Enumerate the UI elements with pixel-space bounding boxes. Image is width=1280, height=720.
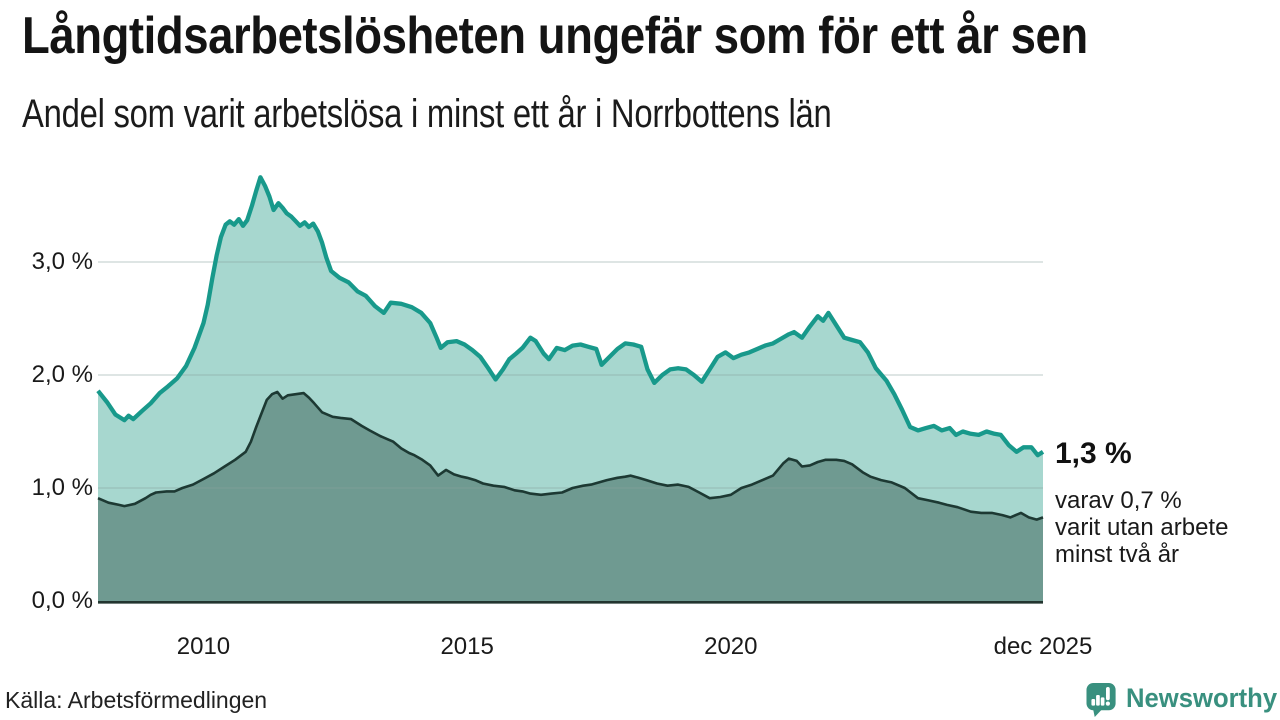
newsworthy-logo: Newsworthy [1086, 682, 1280, 720]
latest-value-label: 1,3 % [1055, 437, 1132, 470]
annotation-detail-line: varav 0,7 % [1055, 487, 1182, 514]
line-one-year [96, 175, 1045, 458]
y-tick-label: 0,0 % [31, 587, 93, 614]
annotation-detail-line: varit utan arbete [1055, 514, 1229, 541]
brand-name: Newsworthy [1126, 683, 1278, 713]
annotation-detail-line: minst två år [1055, 541, 1180, 568]
annotation-detail: varav 0,7 % varit utan arbete minst två … [1055, 487, 1228, 568]
chart-subtitle: Andel som varit arbetslösa i minst ett å… [22, 92, 832, 136]
area-two-years [98, 391, 1043, 601]
x-tick-label: 2020 [704, 633, 758, 660]
line-two-years [97, 390, 1044, 521]
bar-chart-speech-bubble-icon [1086, 683, 1116, 717]
y-tick-label: 2,0 % [31, 361, 93, 388]
y-tick-label: 3,0 % [31, 248, 93, 275]
page-title: Långtidsarbetslösheten ungefär som för e… [22, 7, 1088, 65]
x-tick-label: 2010 [176, 633, 231, 660]
latest-value-annotation: 1,3 % varav 0,7 % varit utan arbete mins… [1055, 437, 1228, 568]
y-tick-label: 1,0 % [31, 474, 93, 501]
x-tick-label: 2015 [440, 633, 494, 660]
x-tick-label: dec 2025 [993, 633, 1093, 660]
source-note: Källa: Arbetsförmedlingen [5, 687, 268, 713]
